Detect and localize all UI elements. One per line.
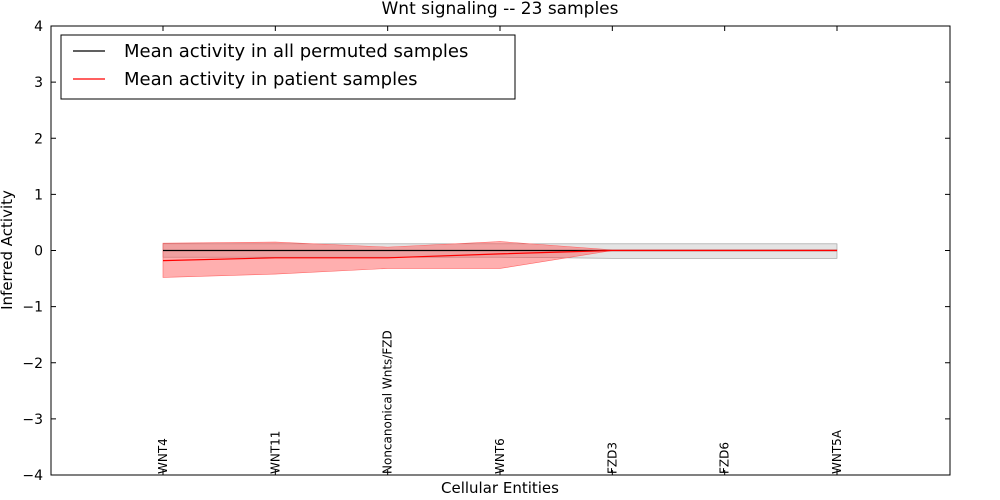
y-tick-label: 4 xyxy=(34,19,43,35)
y-tick-label: 3 xyxy=(34,75,43,91)
category-label: Noncanonical Wnts/FZD xyxy=(381,330,395,474)
y-tick-label: −4 xyxy=(22,468,43,484)
y-tick-label: 0 xyxy=(34,244,43,260)
chart-title: Wnt signaling -- 23 samples xyxy=(381,0,618,19)
y-axis: −4 −3 −2 −1 0 1 2 3 4 xyxy=(22,19,950,484)
y-axis-title: Inferred Activity xyxy=(0,190,16,310)
y-tick-label: −2 xyxy=(22,356,43,372)
x-axis-ticks xyxy=(162,26,838,475)
y-tick-label: −3 xyxy=(22,412,43,428)
category-label: WNT6 xyxy=(493,438,507,474)
line-series-1 xyxy=(162,249,837,262)
category-label: WNT4 xyxy=(156,438,170,474)
series-lines xyxy=(162,249,837,262)
category-labels: WNT4 WNT11 Noncanonical Wnts/FZD WNT6 FZD3 FZ… xyxy=(156,330,844,474)
y-tick-label: 1 xyxy=(34,187,43,203)
y-tick-label: 2 xyxy=(34,131,43,147)
category-label: FZD6 xyxy=(718,442,732,474)
legend-label-patient: Mean activity in patient samples xyxy=(124,69,418,90)
y-tick-label: −1 xyxy=(22,300,43,316)
x-axis-title: Cellular Entities xyxy=(441,479,559,497)
legend-label-permuted: Mean activity in all permuted samples xyxy=(124,41,468,62)
legend-box xyxy=(60,34,516,100)
confidence-bands xyxy=(162,241,838,278)
legend: Mean activity in all permuted samples Me… xyxy=(60,34,516,100)
category-label: WNT5A xyxy=(830,429,844,474)
category-label: FZD3 xyxy=(605,442,619,474)
category-label: WNT11 xyxy=(268,431,282,474)
